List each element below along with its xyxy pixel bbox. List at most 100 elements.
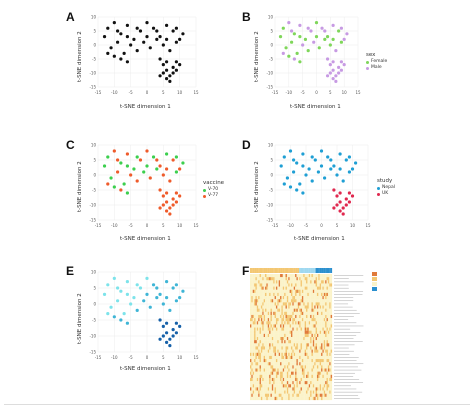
heatmap-cell: [267, 390, 270, 394]
heatmap-cell: [284, 381, 286, 385]
heatmap-cell: [330, 296, 333, 300]
heatmap-cell: [284, 280, 286, 284]
heatmap-cell: [282, 346, 285, 350]
heatmap-cell: [310, 327, 312, 331]
x-tick-label: 5: [329, 90, 332, 95]
heatmap-cell: [307, 390, 309, 394]
heatmap-cell: [277, 359, 279, 363]
heatmap-cell: [288, 311, 290, 316]
heatmap-cell: [267, 292, 270, 297]
heatmap-cell: [318, 349, 320, 353]
heatmap-cell: [327, 337, 330, 341]
heatmap-cell: [330, 289, 333, 293]
heatmap-cell: [273, 337, 275, 341]
heatmap-cell: [252, 381, 255, 385]
heatmap-cell: [280, 280, 282, 284]
heatmap-cell: [256, 292, 259, 297]
heatmap-cell: [271, 302, 274, 306]
heatmap-cell: [269, 327, 271, 331]
heatmap-cell: [292, 359, 294, 363]
heatmap-cell: [326, 296, 328, 300]
x-tick-label: -5: [129, 223, 133, 228]
heatmap-cell: [310, 355, 312, 360]
heatmap-cell: [327, 311, 330, 316]
heatmap-cell: [267, 311, 270, 316]
y-tick-label: -15: [266, 218, 273, 223]
heatmap-cell: [296, 340, 298, 344]
data-point: [325, 74, 330, 78]
data-point: [339, 60, 343, 64]
heatmap-cell: [256, 333, 259, 338]
heatmap-cell: [295, 321, 297, 325]
heatmap-cell: [304, 343, 307, 347]
data-point: [138, 158, 143, 162]
heatmap-cell: [255, 371, 257, 375]
heatmap-cell: [254, 280, 256, 284]
heatmap-cell: [285, 292, 287, 297]
heatmap-cell: [300, 352, 303, 356]
heatmap-cell: [282, 314, 285, 319]
heatmap-cell: [303, 280, 305, 284]
heatmap-cell: [301, 346, 304, 350]
data-point: [339, 68, 343, 72]
heatmap-cell: [322, 362, 324, 366]
heatmap-cell: [318, 343, 320, 347]
heatmap-cell: [274, 305, 277, 309]
heatmap-cell: [293, 368, 296, 372]
heatmap-cell: [258, 337, 260, 341]
heatmap-cell: [286, 352, 289, 356]
heatmap-cell: [327, 377, 330, 382]
heatmap-cell: [266, 355, 268, 360]
heatmap-cell: [321, 327, 323, 331]
data-point: [119, 32, 123, 36]
heatmap-cell: [258, 286, 260, 290]
heatmap-cell: [307, 340, 309, 344]
heatmap-cell: [312, 283, 315, 287]
heatmap-cell: [254, 330, 256, 334]
heatmap-cell: [286, 318, 289, 322]
heatmap-cell: [269, 349, 271, 353]
heatmap-cell: [326, 324, 328, 328]
heatmap-cell: [284, 333, 286, 338]
legend-label: Nepal: [382, 185, 395, 190]
heatmap-cell: [252, 330, 255, 334]
heatmap-cell: [262, 296, 264, 300]
legend-item: Nepal: [377, 185, 395, 191]
heatmap-cell: [273, 381, 275, 385]
legend-item: V-70: [203, 187, 224, 193]
heatmap-cell: [296, 330, 298, 334]
heatmap-cell: [269, 318, 271, 322]
heatmap-cell: [321, 321, 323, 325]
y-axis-label-e: t-SNE dimension 2: [77, 293, 83, 344]
heatmap-cell: [251, 305, 253, 309]
heatmap-cell: [277, 292, 279, 297]
heatmap-cell: [260, 387, 263, 391]
heatmap-cell: [277, 308, 279, 312]
heatmap-cell: [310, 277, 312, 281]
heatmap-cell: [250, 277, 252, 281]
heatmap-cell: [266, 371, 268, 375]
heatmap-cell: [258, 384, 260, 388]
heatmap-cell: [292, 333, 294, 338]
heatmap-cell: [274, 327, 277, 331]
heatmap-cell: [303, 318, 305, 322]
heatmap-cell: [258, 368, 260, 372]
heatmap-cell: [296, 302, 298, 306]
heatmap-cell: [326, 396, 328, 401]
heatmap-cell: [308, 302, 311, 306]
heatmap-cell: [275, 318, 278, 322]
heatmap-cell: [286, 324, 289, 328]
heatmap-cell: [323, 371, 326, 375]
heatmap-cell: [322, 381, 324, 385]
data-point: [310, 179, 314, 183]
heatmap-cell: [316, 384, 319, 388]
data-point: [328, 63, 332, 67]
heatmap-annotation-cell: [267, 268, 270, 273]
heatmap-cell: [284, 377, 286, 382]
heatmap-cell: [250, 311, 252, 316]
legend-item: Male: [366, 65, 387, 71]
heatmap-cell: [318, 311, 320, 316]
heatmap-cell: [278, 330, 281, 334]
heatmap-cell: [312, 314, 315, 319]
data-point: [151, 155, 156, 159]
